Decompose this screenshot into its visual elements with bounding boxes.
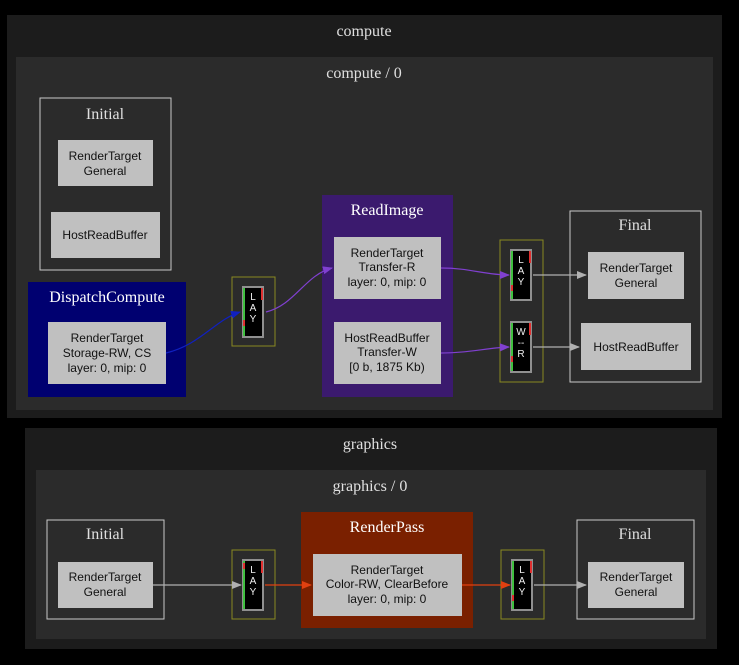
graphics-initial-cluster: Initial RenderTarget General [46, 519, 165, 620]
renderpass-node-line3: layer: 0, mip: 0 [348, 592, 427, 606]
dispatch-compute-cluster: DispatchCompute RenderTarget Storage-RW,… [28, 282, 186, 397]
compute-final-rendertarget-node [588, 252, 684, 299]
compute-final-title: Final [619, 217, 652, 234]
compute-initial-rt-line2: General [84, 164, 127, 178]
edge-barrier-to-readimage-rt [265, 266, 333, 313]
graphics-initial-rendertarget-node [58, 562, 153, 608]
readimage-rt-line3: layer: 0, mip: 0 [348, 275, 427, 289]
graphics-initial-rt-line2: General [84, 585, 127, 599]
renderpass-rendertarget-node [313, 554, 462, 616]
dispatch-node-line2: Storage-RW, CS [63, 346, 151, 360]
readimage-rendertarget-node [334, 237, 441, 299]
dispatch-node-line3: layer: 0, mip: 0 [68, 361, 147, 375]
graphics-initial-title: Initial [86, 526, 125, 543]
readimage-rt-line2: Transfer-R [359, 260, 416, 274]
dispatch-node-line1: RenderTarget [71, 331, 144, 345]
graphics-final-cluster: Final RenderTarget General [576, 519, 695, 620]
compute-final-hrb-line1: HostReadBuffer [593, 340, 678, 354]
graphics-subcluster: graphics / 0 Initial RenderTarget Genera… [36, 470, 706, 639]
compute-title: compute [336, 23, 391, 40]
graphics-title: graphics [343, 436, 397, 453]
graphics-final-rendertarget-node [588, 562, 684, 608]
renderpass-node-line1: RenderTarget [351, 563, 424, 577]
edge-dispatch-to-barrier [165, 310, 241, 354]
compute-initial-hostreadbuffer-node [51, 212, 160, 258]
readimage-hrb-line1: HostReadBuffer [344, 331, 429, 345]
compute-initial-rt-line1: RenderTarget [69, 149, 142, 163]
compute-subcluster: compute / 0 Initial RenderTarget General… [16, 57, 713, 410]
compute-initial-hrb-line1: HostReadBuffer [62, 228, 147, 242]
dispatch-rendertarget-node [48, 322, 166, 384]
compute-subcluster-title: compute / 0 [326, 65, 402, 82]
renderpass-node-line2: Color-RW, ClearBefore [326, 577, 449, 591]
edge-readimage-hrb-to-barrier [440, 343, 510, 354]
renderpass-title: RenderPass [350, 519, 425, 536]
readimage-hrb-line2: Transfer-W [357, 345, 417, 359]
compute-final-rt-line2: General [615, 276, 658, 290]
graphics-final-title: Final [619, 526, 652, 543]
compute-final-rt-line1: RenderTarget [600, 261, 673, 275]
graphics-subcluster-title: graphics / 0 [333, 478, 408, 495]
compute-cluster: compute compute / 0 Initial RenderTarget… [7, 15, 722, 418]
compute-final-hostreadbuffer-node [581, 323, 691, 370]
edge-readimage-rt-to-barrier [440, 267, 510, 279]
graphics-cluster: graphics graphics / 0 Initial RenderTarg… [25, 428, 717, 649]
dispatch-compute-title: DispatchCompute [49, 289, 165, 306]
graphics-final-rt-line2: General [615, 585, 658, 599]
graphics-final-rt-line1: RenderTarget [600, 570, 673, 584]
readimage-hostreadbuffer-node [334, 322, 441, 384]
compute-final-cluster: Final RenderTarget General HostReadBuffe… [569, 210, 702, 383]
compute-initial-rendertarget-node [58, 140, 153, 186]
readimage-hrb-line3: [0 b, 1875 Kb) [349, 360, 424, 374]
compute-initial-title: Initial [86, 106, 125, 123]
readimage-rt-line1: RenderTarget [351, 246, 424, 260]
graphics-initial-rt-line1: RenderTarget [69, 570, 142, 584]
readimage-cluster: ReadImage RenderTarget Transfer-R layer:… [322, 195, 453, 397]
compute-initial-cluster: Initial RenderTarget General HostReadBuf… [39, 97, 172, 271]
readimage-title: ReadImage [351, 202, 424, 219]
compute-barrier-2-label-b: W --R [516, 327, 526, 360]
renderpass-cluster: RenderPass RenderTarget Color-RW, ClearB… [301, 512, 473, 628]
